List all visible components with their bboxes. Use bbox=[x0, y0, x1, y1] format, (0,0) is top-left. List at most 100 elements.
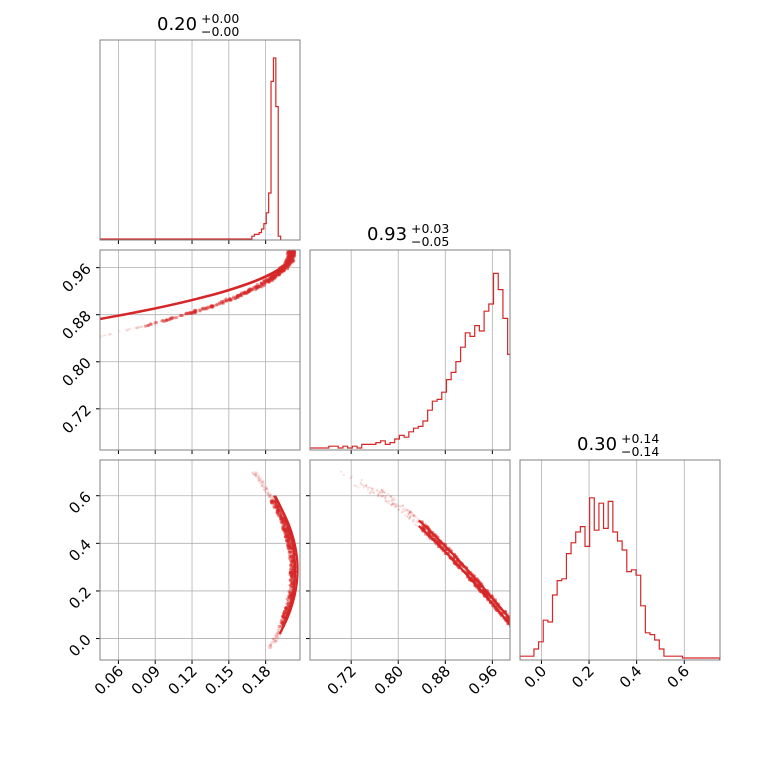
density-contours bbox=[418, 519, 510, 627]
sample-point bbox=[225, 298, 229, 302]
sample-point bbox=[267, 277, 272, 282]
sample-point bbox=[233, 296, 237, 301]
y-tick-label: 0.96 bbox=[58, 260, 94, 296]
sample-point bbox=[513, 631, 516, 634]
sample-point bbox=[265, 488, 268, 491]
sample-point bbox=[340, 470, 343, 473]
sample-point bbox=[276, 509, 280, 513]
sample-point bbox=[368, 486, 371, 489]
sample-point bbox=[290, 576, 294, 581]
sample-point bbox=[512, 627, 515, 630]
sample-point bbox=[288, 591, 292, 595]
sample-point bbox=[410, 511, 414, 514]
sample-point bbox=[283, 528, 287, 532]
sample-point bbox=[378, 490, 381, 493]
sample-point bbox=[366, 486, 369, 489]
sample-point bbox=[257, 478, 260, 482]
sample-point bbox=[283, 523, 287, 527]
sample-point bbox=[289, 570, 293, 574]
sample-point bbox=[386, 500, 389, 503]
sample-point bbox=[285, 606, 289, 611]
sample-point bbox=[276, 636, 279, 639]
sample-point bbox=[391, 502, 395, 506]
sample-point bbox=[408, 510, 412, 513]
sample-point bbox=[264, 490, 267, 493]
sample-point bbox=[287, 546, 291, 550]
sample-point bbox=[277, 508, 281, 512]
sample-point bbox=[286, 602, 290, 606]
sample-point bbox=[246, 290, 251, 294]
sample-point bbox=[276, 271, 281, 275]
sample-point bbox=[290, 568, 295, 572]
sample-point bbox=[138, 326, 141, 329]
sample-point bbox=[268, 644, 271, 647]
sample-point bbox=[272, 638, 275, 641]
sample-point bbox=[264, 490, 267, 493]
sample-point bbox=[283, 528, 287, 532]
sample-point bbox=[409, 511, 412, 514]
sample-point bbox=[279, 513, 283, 517]
sample-point bbox=[255, 286, 259, 290]
sample-point bbox=[246, 290, 251, 294]
title-param2: 0.93 +0.03 −0.05 bbox=[367, 221, 449, 249]
sample-point bbox=[361, 483, 364, 487]
contour-line bbox=[418, 519, 510, 621]
sample-point bbox=[391, 498, 394, 501]
sample-point bbox=[194, 309, 198, 313]
sample-point bbox=[228, 297, 232, 301]
sample-point bbox=[273, 640, 277, 643]
sample-point bbox=[265, 487, 268, 491]
sample-point bbox=[284, 534, 288, 538]
sample-point bbox=[286, 250, 291, 255]
sample-point bbox=[275, 631, 278, 635]
sample-point bbox=[251, 287, 255, 291]
sample-point bbox=[260, 480, 263, 484]
sample-point bbox=[283, 530, 287, 534]
sample-point bbox=[286, 251, 290, 255]
sample-point bbox=[253, 285, 258, 289]
sample-point bbox=[189, 311, 193, 315]
sample-point bbox=[274, 506, 278, 510]
sample-point bbox=[353, 484, 356, 487]
sample-point bbox=[267, 279, 271, 283]
panel-hist-param1 bbox=[99, 39, 301, 244]
sample-point bbox=[266, 279, 270, 283]
sample-point bbox=[513, 626, 516, 629]
sample-point bbox=[279, 520, 283, 525]
sample-point bbox=[184, 311, 189, 316]
sample-point bbox=[47, 347, 49, 349]
sample-point bbox=[255, 284, 259, 289]
sample-point bbox=[278, 514, 282, 519]
sample-point bbox=[34, 349, 36, 351]
sample-point bbox=[289, 250, 293, 253]
sample-point bbox=[149, 322, 153, 326]
sample-point bbox=[282, 609, 286, 614]
sample-point bbox=[282, 612, 287, 616]
sample-point bbox=[375, 488, 379, 492]
sample-point bbox=[286, 543, 290, 547]
sample-point bbox=[103, 334, 107, 337]
sample-point bbox=[289, 574, 294, 578]
sample-point bbox=[379, 492, 382, 495]
sample-point bbox=[254, 286, 259, 290]
sample-point bbox=[279, 513, 283, 517]
sample-point bbox=[146, 323, 150, 328]
sample-point bbox=[368, 492, 372, 495]
sample-point bbox=[404, 514, 407, 517]
sample-point bbox=[280, 620, 285, 624]
sample-point bbox=[380, 495, 383, 498]
sample-point bbox=[277, 624, 281, 629]
sample-point bbox=[228, 298, 232, 302]
sample-point bbox=[405, 508, 408, 511]
sample-point bbox=[28, 351, 30, 353]
sample-point bbox=[47, 347, 49, 349]
sample-point bbox=[247, 289, 251, 293]
sample-point bbox=[225, 299, 229, 303]
sample-point bbox=[272, 504, 276, 508]
y-tick-label: 0.4 bbox=[65, 535, 95, 565]
sample-point bbox=[363, 484, 366, 487]
sample-point bbox=[259, 283, 263, 287]
sample-point bbox=[284, 607, 288, 611]
sample-point bbox=[287, 254, 291, 259]
sample-point bbox=[281, 517, 286, 522]
